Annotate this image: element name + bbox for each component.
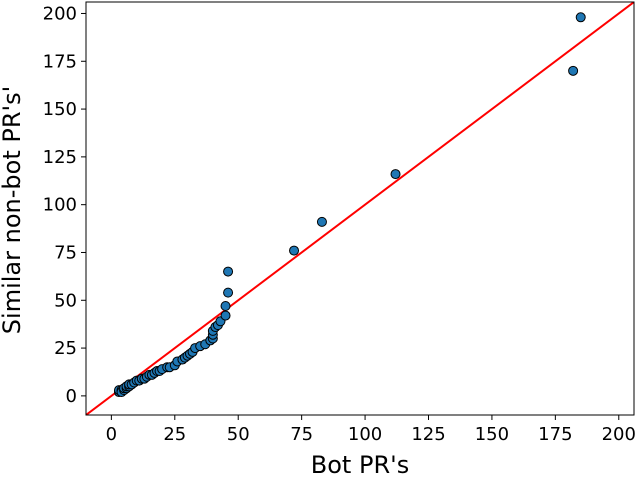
y-tick-label: 50 [54,290,77,311]
x-tick-label: 150 [475,424,509,445]
y-tick-label: 200 [43,3,77,24]
y-tick-label: 150 [43,99,77,120]
y-tick-label: 175 [43,51,77,72]
x-tick-label: 175 [538,424,572,445]
data-point [316,216,327,227]
identity-line [86,2,634,415]
data-point [223,287,234,298]
x-tick-label: 125 [411,424,445,445]
data-point [575,12,586,23]
y-tick-label: 0 [66,386,77,407]
y-tick-label: 125 [43,147,77,168]
y-tick-label: 100 [43,195,77,216]
data-point [390,169,401,180]
x-axis-label: Bot PR's [311,451,409,479]
x-tick-label: 25 [163,424,186,445]
data-point [223,266,234,277]
plot-frame [85,1,635,416]
data-point [220,310,231,321]
x-tick-label: 0 [106,424,117,445]
x-tick-label: 200 [602,424,636,445]
y-tick-label: 75 [54,242,77,263]
data-point [220,301,231,312]
x-tick-label: 75 [290,424,313,445]
x-tick-label: 100 [348,424,382,445]
x-tick-label: 50 [227,424,250,445]
y-tick-label: 25 [54,338,77,359]
data-point [289,245,300,256]
y-axis-label: Similar non-bot PR's' [0,86,26,334]
data-point [568,65,579,76]
